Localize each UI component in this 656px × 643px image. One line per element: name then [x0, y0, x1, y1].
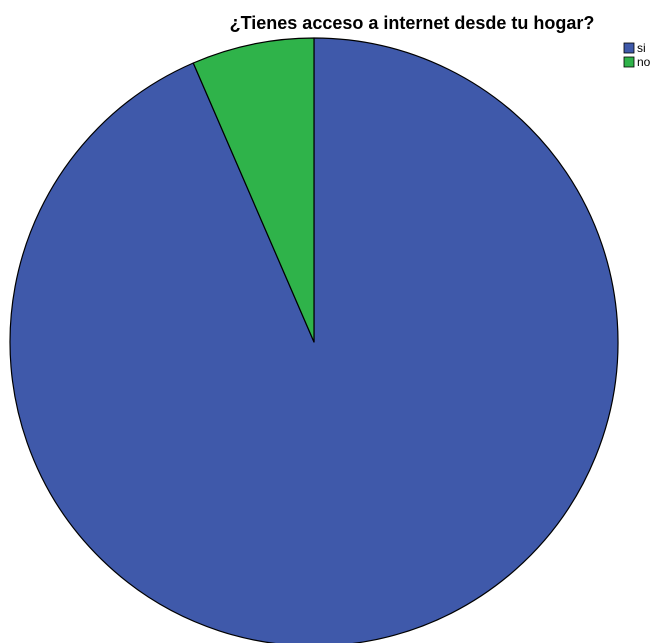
legend-swatch-si: [623, 42, 635, 54]
legend-label-no: no: [637, 55, 651, 69]
legend-swatch-no: [623, 56, 635, 68]
legend-label-si: si: [637, 41, 646, 55]
chart-title: ¿Tienes acceso a internet desde tu hogar…: [230, 13, 595, 33]
pie-slice-no: [192, 37, 315, 343]
pie-slices: [9, 37, 619, 643]
